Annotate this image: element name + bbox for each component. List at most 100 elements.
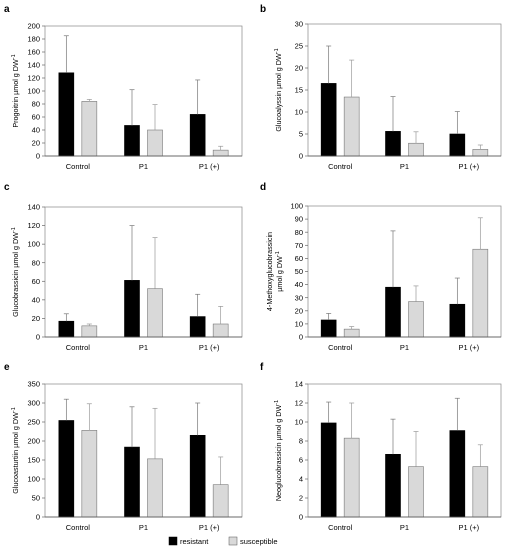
y-tick-label: 0 (299, 152, 303, 161)
bar-susceptible-2 (212, 484, 229, 518)
legend-swatch-resistant (168, 536, 178, 546)
x-tick-label: Control (328, 162, 353, 171)
x-tick-label: P1 (+) (459, 343, 480, 352)
bar-resistant-1 (385, 286, 401, 338)
plot-frame (44, 383, 243, 518)
y-tick-label: 100 (290, 202, 303, 211)
y-tick-label: 100 (27, 87, 40, 96)
bar-resistant-0 (58, 420, 75, 518)
y-tick-label: 100 (27, 475, 40, 484)
y-tick-label: 8 (299, 437, 303, 446)
legend-swatch-susceptible (228, 536, 238, 546)
y-tick-label: 2 (299, 494, 303, 503)
y-tick-label: 80 (295, 228, 303, 237)
y-tick-label: 140 (27, 203, 40, 212)
x-tick-label: P1 (139, 523, 148, 532)
panel-letter: f (260, 362, 264, 373)
bar-susceptible-1 (147, 458, 163, 518)
bar-resistant-2 (449, 430, 466, 518)
x-tick-label: Control (328, 343, 353, 352)
x-tick-label: P1 (+) (459, 523, 480, 532)
bar-susceptible-1 (408, 466, 424, 518)
bar-susceptible-1 (147, 129, 163, 157)
panel-letter: b (260, 4, 266, 15)
y-axis-title: Glucoasturtiin µmol g DW-1 (11, 407, 20, 494)
panel-letter: d (260, 182, 266, 193)
y-tick-label: 10 (295, 320, 303, 329)
x-tick-label: P1 (139, 162, 148, 171)
bar-resistant-2 (189, 316, 206, 338)
bar-susceptible-0 (343, 437, 360, 518)
bar-resistant-1 (385, 131, 401, 157)
panel-letter: c (4, 182, 10, 193)
y-tick-label: 0 (36, 152, 40, 161)
y-tick-label: 14 (295, 380, 303, 389)
y-tick-label: 50 (32, 494, 40, 503)
y-tick-label: 30 (295, 20, 303, 29)
chart-panel-f: f 0 2 4 6 8 10 12 14 Neoglucobrassicin µmol g DW-… (260, 362, 502, 532)
y-tick-label: 200 (27, 22, 40, 31)
y-tick-label: 40 (32, 295, 40, 304)
legend-label-resistant: resistant (180, 537, 209, 546)
y-tick-label: 30 (295, 293, 303, 302)
x-tick-label: Control (66, 343, 91, 352)
y-tick-label: 150 (27, 456, 40, 465)
y-tick-label: 25 (295, 42, 303, 51)
bar-resistant-0 (320, 319, 337, 338)
chart-panel-b: b 0 5 10 15 20 25 30 Glucoalyssin µmol g DW-1 Con… (260, 4, 502, 171)
y-tick-label: 0 (299, 513, 303, 522)
y-axis-title-superscript: -1 (11, 227, 17, 232)
y-axis-title-superscript: -1 (274, 48, 280, 53)
y-tick-label: 40 (295, 280, 303, 289)
y-tick-label: 160 (27, 48, 40, 57)
plot-frame (307, 383, 502, 518)
y-tick-label: 0 (36, 333, 40, 342)
y-axis-title-superscript: -1 (274, 400, 280, 405)
y-tick-label: 4 (299, 475, 303, 484)
y-axis-title-superscript: -1 (11, 407, 17, 412)
plot-frame (307, 23, 502, 157)
y-axis-title: 4-Methoxyglucobrassicin (265, 232, 274, 311)
bar-susceptible-2 (472, 149, 489, 157)
y-tick-label: 60 (295, 254, 303, 263)
y-tick-label: 100 (27, 240, 40, 249)
y-tick-label: 0 (299, 333, 303, 342)
x-tick-label: P1 (+) (199, 523, 220, 532)
plot-frame (44, 25, 243, 157)
bar-resistant-2 (449, 133, 466, 157)
bar-resistant-2 (189, 114, 206, 157)
y-tick-label: 5 (299, 130, 303, 139)
chart-panel-d: d 0 10 20 30 40 50 60 70 80 90 100 4-Methoxyglucobra… (260, 182, 502, 352)
legend: resistant susceptible (168, 536, 278, 546)
y-axis-title-superscript: -1 (11, 54, 17, 59)
bar-susceptible-0 (81, 325, 98, 338)
x-tick-label: P1 (400, 162, 409, 171)
y-tick-label: 40 (32, 126, 40, 135)
y-tick-label: 20 (295, 64, 303, 73)
y-axis-title: Neoglucobrassicin µmol g DW-1 (274, 400, 283, 501)
x-tick-label: P1 (400, 343, 409, 352)
bar-resistant-2 (189, 434, 206, 518)
y-tick-label: 350 (27, 380, 40, 389)
y-tick-label: 20 (32, 314, 40, 323)
y-axis-title: Glucoalyssin µmol g DW-1 (274, 48, 283, 131)
panel-letter: a (4, 4, 10, 15)
bar-susceptible-2 (212, 149, 229, 157)
bar-susceptible-2 (472, 248, 489, 338)
bar-susceptible-0 (343, 96, 360, 157)
y-tick-label: 70 (295, 241, 303, 250)
bar-resistant-0 (58, 320, 75, 338)
bar-susceptible-1 (408, 142, 424, 157)
plot-frame (44, 206, 243, 338)
bar-resistant-2 (449, 303, 466, 338)
y-tick-label: 15 (295, 86, 303, 95)
bar-susceptible-2 (472, 466, 489, 518)
y-tick-label: 10 (295, 108, 303, 117)
x-tick-label: P1 (400, 523, 409, 532)
y-tick-label: 90 (295, 215, 303, 224)
x-tick-label: P1 (+) (459, 162, 480, 171)
x-tick-label: P1 (+) (199, 343, 220, 352)
y-tick-label: 60 (32, 277, 40, 286)
y-tick-label: 80 (32, 258, 40, 267)
y-axis-title-line2: µmol g DW-1 (275, 251, 284, 292)
